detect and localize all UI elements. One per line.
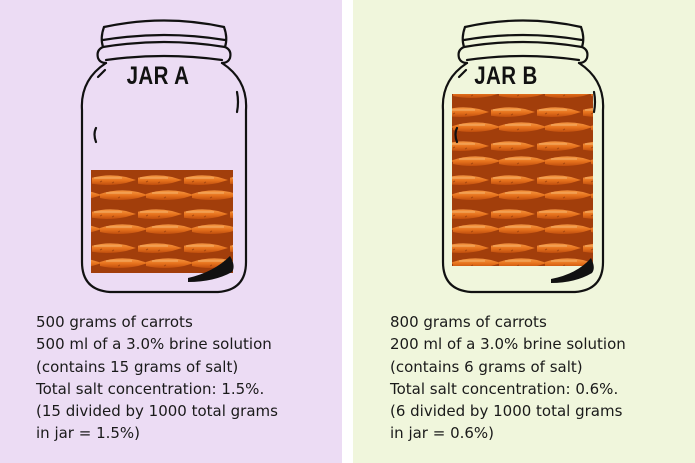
description-line: (15 divided by 1000 total grams: [36, 402, 278, 421]
description-line: 800 grams of carrots: [390, 313, 547, 331]
description-line: 200 ml of a 3.0% brine solution: [390, 335, 626, 354]
jar-reflection: [188, 256, 234, 282]
description-line: Total salt concentration: 0.6%.: [390, 379, 619, 398]
jar-a-illustration: [0, 0, 342, 463]
jar-label: JAR A: [126, 62, 190, 90]
jar-b-panel: JAR B 800 grams of carrots 200 ml of a 3…: [353, 0, 695, 463]
jar-outline: [80, 19, 248, 294]
description-line: 500 ml of a 3.0% brine solution: [36, 335, 272, 354]
jar-a-description: 500 grams of carrots 500 ml of a 3.0% br…: [36, 311, 278, 445]
jar-outline: [441, 19, 605, 294]
description-line: in jar = 1.5%): [36, 424, 141, 443]
carrots-image: [91, 170, 233, 273]
description-line: in jar = 0.6%): [390, 424, 495, 443]
jar-a-panel: JAR A 500 grams of carrots 500 ml of a 3…: [0, 0, 342, 463]
description-line: (contains 15 grams of salt): [36, 357, 239, 376]
description-line: (contains 6 grams of salt): [390, 357, 583, 376]
carrots-image: [452, 94, 593, 266]
jar-label: JAR B: [474, 62, 538, 90]
description-line: 500 grams of carrots: [36, 313, 193, 331]
jar-b-illustration: [353, 0, 695, 463]
description-line: (6 divided by 1000 total grams: [390, 402, 623, 421]
jar-reflection: [551, 258, 594, 283]
description-line: Total salt concentration: 1.5%.: [36, 379, 265, 398]
jar-b-description: 800 grams of carrots 200 ml of a 3.0% br…: [390, 311, 626, 445]
